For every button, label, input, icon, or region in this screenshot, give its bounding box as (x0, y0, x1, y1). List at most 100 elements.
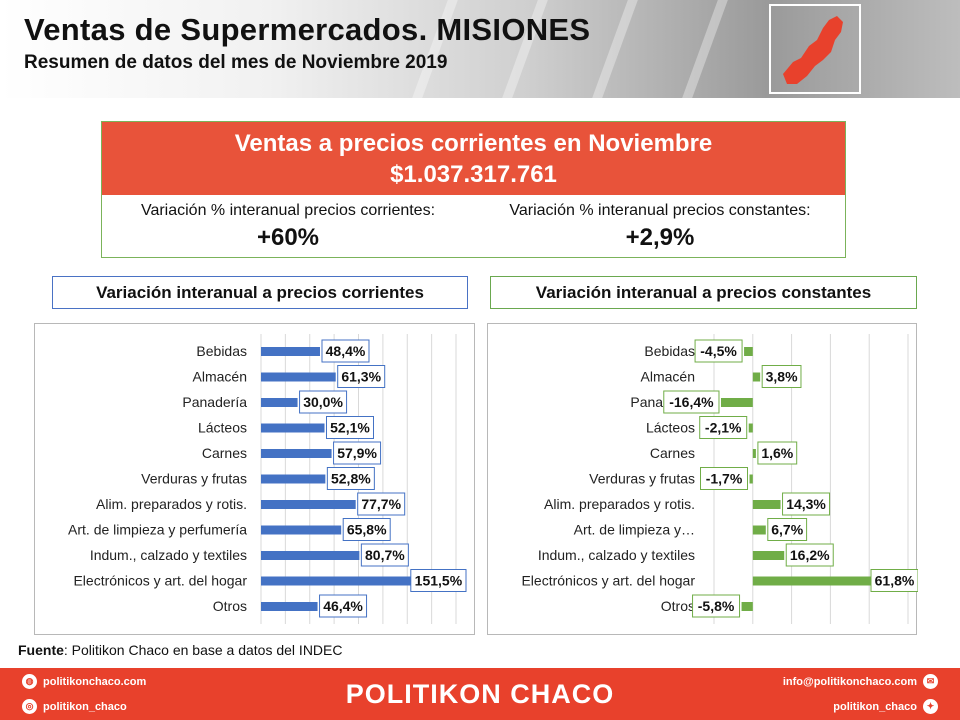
data-label: -1,7% (706, 471, 743, 487)
category-label: Art. de limpieza y… (574, 522, 695, 538)
category-label: Almacén (193, 369, 247, 385)
footer-web[interactable]: ◍ politikonchaco.com (22, 674, 146, 689)
bar (752, 525, 766, 535)
data-label-box (692, 594, 741, 618)
data-label-box (319, 594, 368, 618)
decor-stripe (682, 0, 728, 98)
category-label: Lácteos (198, 420, 247, 436)
data-label: 48,4% (326, 343, 366, 359)
footer-web-text: politikonchaco.com (43, 675, 147, 688)
summary-box: Ventas a precios corrientes en Noviembre… (101, 121, 846, 258)
footer-instagram-text: politikon_chaco (43, 700, 127, 713)
bar (720, 398, 753, 407)
category-label: Bebidas (196, 343, 247, 359)
data-label-box (694, 339, 743, 363)
category-label: Otros (661, 598, 695, 614)
data-label-box (321, 339, 370, 363)
page-subtitle: Resumen de datos del mes de Noviembre 20… (24, 52, 448, 73)
bar (752, 576, 873, 586)
bar (261, 474, 326, 484)
bar (752, 372, 761, 382)
chart-constant-prices: Bebidas -4,5% Almacén 3,8% Panadería -16,4% Lá… (487, 323, 918, 635)
data-label: 3,8% (766, 369, 798, 385)
data-label: 80,7% (365, 547, 405, 563)
data-label-box (782, 492, 831, 516)
category-label: Panadería (182, 394, 247, 410)
data-label-box (785, 543, 834, 567)
current-prices-value: +60% (256, 224, 320, 251)
source-label: Fuente (18, 642, 64, 658)
decor-stripe (592, 0, 638, 98)
footer-instagram[interactable]: ◎ politikon_chaco (22, 699, 127, 714)
data-label-box (700, 467, 749, 490)
bar (261, 347, 320, 356)
data-label-box (326, 467, 375, 490)
constant-prices-value: +2,9% (625, 224, 695, 251)
data-label: -2,1% (705, 420, 742, 436)
twitter-icon: ✦ (923, 699, 938, 714)
category-label: Alim. preparados y rotis. (96, 496, 247, 512)
data-label: 65,8% (347, 522, 387, 538)
source-note: Fuente: Politikon Chaco en base a datos … (18, 642, 343, 658)
bar (744, 347, 753, 356)
summary-amount: $1.037.317.761 (390, 161, 557, 188)
data-label: -16,4% (669, 394, 714, 410)
data-label-box (299, 390, 348, 414)
bar (752, 449, 756, 458)
category-label: Verduras y frutas (141, 471, 247, 487)
chart-title-current: Variación interanual a precios corriente… (52, 276, 468, 309)
data-label: 52,8% (331, 471, 371, 487)
data-label: -5,8% (698, 598, 735, 614)
data-label-box (337, 365, 386, 388)
data-label-box (410, 569, 467, 592)
constant-prices-label: Variación % interanual precios constante… (509, 202, 811, 219)
data-label: 61,8% (875, 573, 915, 589)
bar (261, 576, 446, 586)
data-label: 16,2% (790, 547, 830, 563)
globe-icon: ◍ (22, 674, 37, 689)
data-label-box (325, 416, 374, 439)
data-label: 52,1% (330, 420, 370, 436)
bar (261, 449, 332, 458)
category-label: Almacén (641, 369, 695, 385)
footer-email-text: info@politikonchaco.com (782, 675, 917, 688)
footer-twitter[interactable]: politikon_chaco ✦ (833, 699, 938, 714)
footer-bar: ◍ politikonchaco.com ◎ politikon_chaco P… (0, 668, 960, 720)
data-label-box (767, 518, 808, 541)
category-label: Carnes (202, 445, 247, 461)
bar (741, 602, 753, 611)
data-label: 1,6% (761, 445, 793, 461)
summary-current-prices: Variación % interanual precios corriente… (102, 202, 474, 252)
data-label-box (360, 543, 409, 567)
footer-twitter-text: politikon_chaco (833, 700, 917, 713)
data-label: 77,7% (361, 496, 401, 512)
data-label-box (757, 441, 798, 465)
data-label-box (342, 518, 391, 541)
chart-title-constant: Variación interanual a precios constante… (490, 276, 917, 309)
data-label: 46,4% (323, 598, 363, 614)
category-label: Indum., calzado y textiles (538, 547, 695, 563)
footer-email[interactable]: info@politikonchaco.com ✉ (783, 674, 938, 689)
category-label: Alim. preparados y rotis. (544, 496, 695, 512)
footer-brand: POLITIKON CHACO (345, 679, 615, 709)
bar (749, 474, 753, 484)
data-label-box (333, 441, 382, 465)
source-text: : Politikon Chaco en base a datos del IN… (63, 642, 343, 658)
bar (261, 423, 325, 433)
data-label: 151,5% (415, 573, 463, 589)
bar (261, 525, 342, 535)
data-label: 6,7% (771, 522, 803, 538)
data-label-box (870, 569, 918, 592)
category-label: Carnes (650, 445, 695, 461)
category-label: Art. de limpieza y perfumería (68, 522, 247, 538)
category-label: Verduras y frutas (589, 471, 695, 487)
category-label: Electrónicos y art. del hogar (521, 573, 695, 589)
bar (752, 500, 781, 509)
bar (261, 372, 336, 382)
page-title: Ventas de Supermercados. MISIONES (24, 12, 591, 47)
data-label: 30,0% (303, 394, 343, 410)
misiones-map-icon (769, 4, 861, 94)
data-label-box (699, 416, 748, 439)
summary-headline-band: Ventas a precios corrientes en Noviembre… (102, 122, 845, 195)
bar (752, 551, 785, 560)
